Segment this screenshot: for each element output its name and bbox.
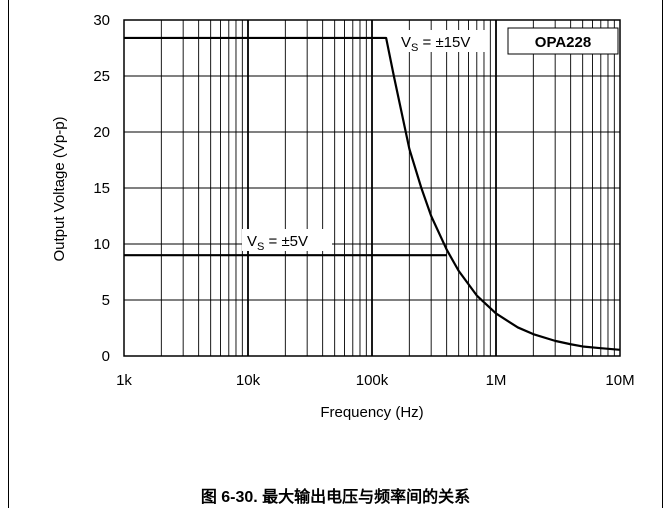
x-tick-label: 1k xyxy=(116,372,132,389)
series-label-15v-sub: S xyxy=(411,42,418,54)
series-label-15v-main: V xyxy=(401,34,411,51)
x-tick-label: 10M xyxy=(605,372,634,389)
series-label-15v-rest: = ±15V xyxy=(418,34,470,51)
x-tick-label: 1M xyxy=(486,372,507,389)
tick-labels: 1k 10k 100k 1M 10M 0 5 10 15 20 25 30 xyxy=(93,12,634,389)
y-tick-label: 0 xyxy=(102,348,110,365)
series-label-5v-rest: = ±5V xyxy=(264,233,308,250)
x-tick-label: 10k xyxy=(236,372,261,389)
series-label-5v: VS = ±5V xyxy=(242,229,332,253)
y-tick-label: 15 xyxy=(93,180,110,197)
series-label-5v-main: V xyxy=(247,233,257,250)
y-tick-label: 10 xyxy=(93,236,110,253)
figure-caption: 图 6-30. 最大输出电压与频率间的关系 xyxy=(200,489,471,506)
series-label-5v-sub: S xyxy=(257,241,264,253)
grid-lines xyxy=(124,20,620,356)
x-tick-label: 100k xyxy=(356,372,389,389)
series-label-15v: VS = ±15V xyxy=(394,30,488,54)
right-border xyxy=(662,0,663,508)
y-tick-label: 5 xyxy=(102,292,110,309)
plot-area-border xyxy=(123,19,621,357)
y-tick-label: 30 xyxy=(93,12,110,29)
x-axis-label: Frequency (Hz) xyxy=(320,404,423,421)
badge-box: OPA228 xyxy=(507,27,619,55)
series-line-15v xyxy=(124,36,621,351)
y-tick-label: 25 xyxy=(93,68,110,85)
svg-text:VS = ±15V: VS = ±15V xyxy=(401,34,470,54)
y-axis-label: Output Voltage (Vp-p) xyxy=(51,116,68,261)
svg-text:VS = ±5V: VS = ±5V xyxy=(247,233,308,253)
series-lines xyxy=(124,36,621,351)
left-border xyxy=(8,0,9,508)
y-tick-label: 20 xyxy=(93,124,110,141)
device-badge: OPA228 xyxy=(535,34,591,51)
